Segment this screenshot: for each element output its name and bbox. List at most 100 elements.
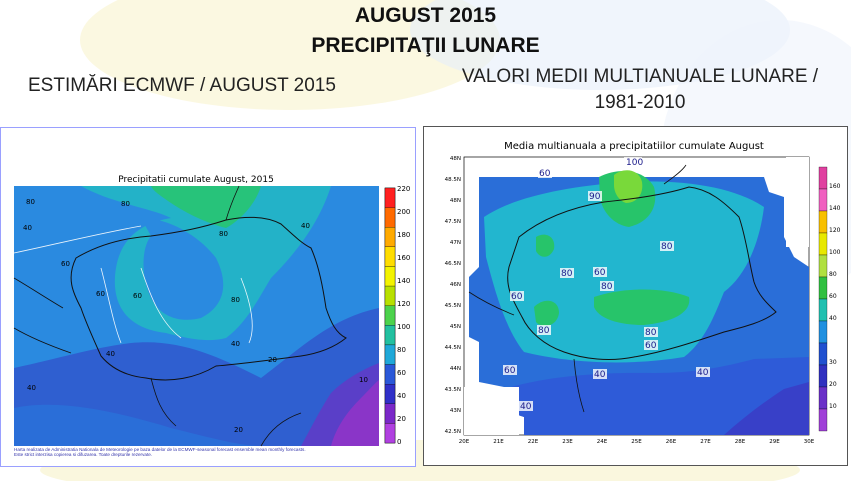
lat-label: 46N (450, 282, 461, 288)
legend-swatch (384, 305, 396, 326)
legend-swatch (384, 344, 396, 365)
legend-swatch (384, 364, 396, 385)
contour-label: 80 (538, 326, 550, 336)
contour-label: 80 (561, 269, 573, 279)
lat-label: 47.5N (445, 219, 461, 225)
legend-label: 100 (829, 249, 841, 256)
contour-label: 40 (301, 222, 310, 230)
lat-label: 43N (450, 408, 461, 414)
page-subtitle: PRECIPITAŢII LUNARE (311, 34, 540, 57)
footnote-line1: Harta realizata de Administratia Nationa… (14, 447, 306, 452)
right-section-heading: VALORI MEDII MULTIANUALE LUNARE / 1981-2… (440, 64, 840, 116)
legend-label: 140 (397, 277, 410, 285)
right-heading-line1: VALORI MEDII MULTIANUALE LUNARE / (461, 66, 819, 87)
legend-label: 40 (829, 315, 837, 322)
contour-label: 100 (626, 158, 643, 168)
legend-swatch (818, 320, 828, 344)
legend-swatch (818, 298, 828, 322)
latitude-labels: 48N 48.5N 48N 47.5N 47N 46.5N 46N 45.5N … (445, 156, 461, 435)
legend-swatch (384, 423, 396, 444)
forecast-map-footnote: Harta realizata de Administratia Nationa… (14, 447, 399, 458)
contour-label: 80 (601, 282, 613, 292)
lat-label: 45N (450, 324, 461, 330)
contour-label: 40 (594, 370, 606, 380)
lon-label: 23E (562, 439, 573, 445)
legend-swatch (818, 276, 828, 300)
contour-label: 60 (645, 341, 657, 351)
lon-label: 30E (804, 439, 815, 445)
legend-label: 200 (397, 208, 410, 216)
right-heading-line2: 1981-2010 (594, 92, 686, 113)
contour-label: 80 (645, 328, 657, 338)
legend-swatch (818, 166, 828, 190)
lon-label: 28E (735, 439, 746, 445)
lon-label: 26E (666, 439, 677, 445)
contour-label: 40 (106, 350, 115, 358)
legend-swatch (384, 207, 396, 228)
lat-label: 45.5N (445, 303, 461, 309)
legend-label: 30 (829, 359, 837, 366)
legend-swatch (818, 232, 828, 256)
lat-label: 42.5N (445, 429, 461, 435)
legend-swatch (384, 187, 396, 208)
lat-label: 48N (450, 156, 461, 162)
legend-label: 40 (397, 392, 406, 400)
contour-label: 60 (594, 268, 606, 278)
contour-label: 40 (697, 368, 709, 378)
legend-swatch (384, 325, 396, 346)
contour-label: 60 (96, 290, 105, 298)
contour-label: 60 (511, 292, 523, 302)
legend-swatch (384, 384, 396, 404)
climatology-map: Media multianuala a precipitatiilor cumu… (445, 141, 841, 445)
legend-swatch (384, 403, 396, 424)
contour-label: 10 (359, 376, 368, 384)
contour-label: 20 (234, 426, 243, 434)
lon-label: 25E (631, 439, 642, 445)
legend-swatch (818, 364, 828, 388)
contour-label: 60 (539, 169, 551, 179)
contour-label: 60 (133, 292, 142, 300)
legend-label: 160 (397, 254, 410, 262)
legend-label: 20 (829, 381, 837, 388)
lon-label: 20E (459, 439, 470, 445)
legend-label: 100 (397, 323, 410, 331)
lat-label: 44.5N (445, 345, 461, 351)
contour-label: 40 (23, 224, 32, 232)
legend-label: 80 (397, 346, 406, 354)
contour-label: 60 (504, 366, 516, 376)
lon-label: 27E (700, 439, 711, 445)
lon-label: 22E (528, 439, 539, 445)
climatology-map-area (463, 156, 810, 436)
lat-label: 48.5N (445, 177, 461, 183)
legend-swatch (818, 408, 828, 432)
lat-label: 43.5N (445, 387, 461, 393)
legend-swatch (384, 227, 396, 247)
legend-label: 160 (829, 183, 841, 190)
legend-swatch (818, 342, 828, 366)
legend-label: 60 (829, 293, 837, 300)
contour-label: 80 (121, 200, 130, 208)
page-title: AUGUST 2015 (354, 4, 497, 27)
legend-label: 80 (829, 271, 837, 278)
lon-label: 24E (597, 439, 608, 445)
contour-label: 40 (27, 384, 36, 392)
legend-label: 120 (397, 300, 410, 308)
lat-label: 44N (450, 366, 461, 372)
contour-label: 80 (231, 296, 240, 304)
legend-label: 220 (397, 185, 410, 193)
legend-swatch (384, 246, 396, 267)
climatology-map-panel: Media multianuala a precipitatiilor cumu… (423, 126, 848, 466)
forecast-map-panel: Precipitatii cumulate August, 2015 8 (0, 127, 416, 467)
forecast-map-area (13, 185, 379, 447)
lat-label: 48N (450, 198, 461, 204)
legend-swatch (384, 285, 396, 306)
legend-label: 20 (397, 415, 406, 423)
contour-label: 80 (26, 198, 35, 206)
forecast-map: Precipitatii cumulate August, 2015 8 (13, 175, 410, 447)
contour-label: 90 (589, 192, 601, 202)
contour-label: 60 (61, 260, 70, 268)
lat-label: 46.5N (445, 261, 461, 267)
legend-label: 120 (829, 227, 841, 234)
legend-label: 180 (397, 231, 410, 239)
legend-label: 0 (397, 438, 401, 446)
